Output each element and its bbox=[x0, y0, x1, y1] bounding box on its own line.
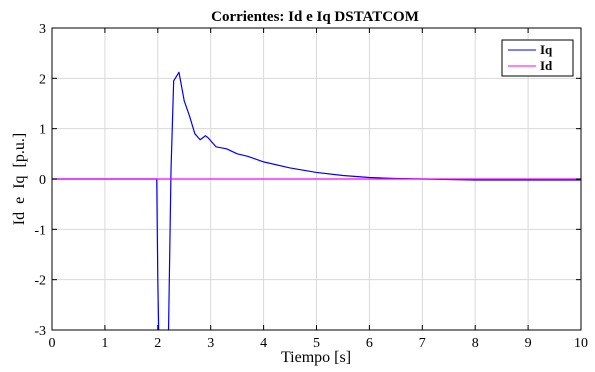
x-tick-label: 2 bbox=[154, 336, 161, 351]
legend-box bbox=[501, 39, 574, 77]
series-layer bbox=[52, 71, 581, 330]
series-line-iq bbox=[52, 71, 581, 330]
y-tick-label: 0 bbox=[39, 173, 46, 188]
x-tick-label: 0 bbox=[49, 336, 56, 351]
y-tick-label: -2 bbox=[34, 274, 46, 289]
x-tick-label: 1 bbox=[101, 336, 108, 351]
chart-title: Corrientes: Id e Iq DSTATCOM bbox=[211, 9, 419, 25]
x-tick-label: 7 bbox=[419, 336, 426, 351]
y-tick-label: -3 bbox=[34, 324, 46, 339]
y-tick-label: 2 bbox=[39, 72, 46, 87]
legend: Iq Id bbox=[501, 39, 574, 77]
x-tick-label: 9 bbox=[525, 336, 532, 351]
x-tick-label: 5 bbox=[313, 336, 320, 351]
x-tick-label: 10 bbox=[574, 336, 588, 351]
x-tick-label: 6 bbox=[366, 336, 373, 351]
x-tick-label: 8 bbox=[472, 336, 479, 351]
x-tick-label: 3 bbox=[207, 336, 214, 351]
legend-label-iq: Iq bbox=[540, 42, 553, 57]
y-tick-label: -1 bbox=[34, 223, 46, 238]
x-tick-label: 4 bbox=[260, 336, 267, 351]
x-axis-label: Tiempo [s] bbox=[281, 349, 351, 366]
tick-labels: 0 1 2 3 4 5 6 7 8 9 10 -3 -2 -1 0 1 2 3 bbox=[34, 22, 588, 351]
y-tick-label: 3 bbox=[39, 22, 46, 37]
y-axis-label: Id e Iq [p.u.] bbox=[11, 133, 28, 225]
y-tick-label: 1 bbox=[39, 123, 46, 138]
legend-label-id: Id bbox=[540, 58, 553, 73]
